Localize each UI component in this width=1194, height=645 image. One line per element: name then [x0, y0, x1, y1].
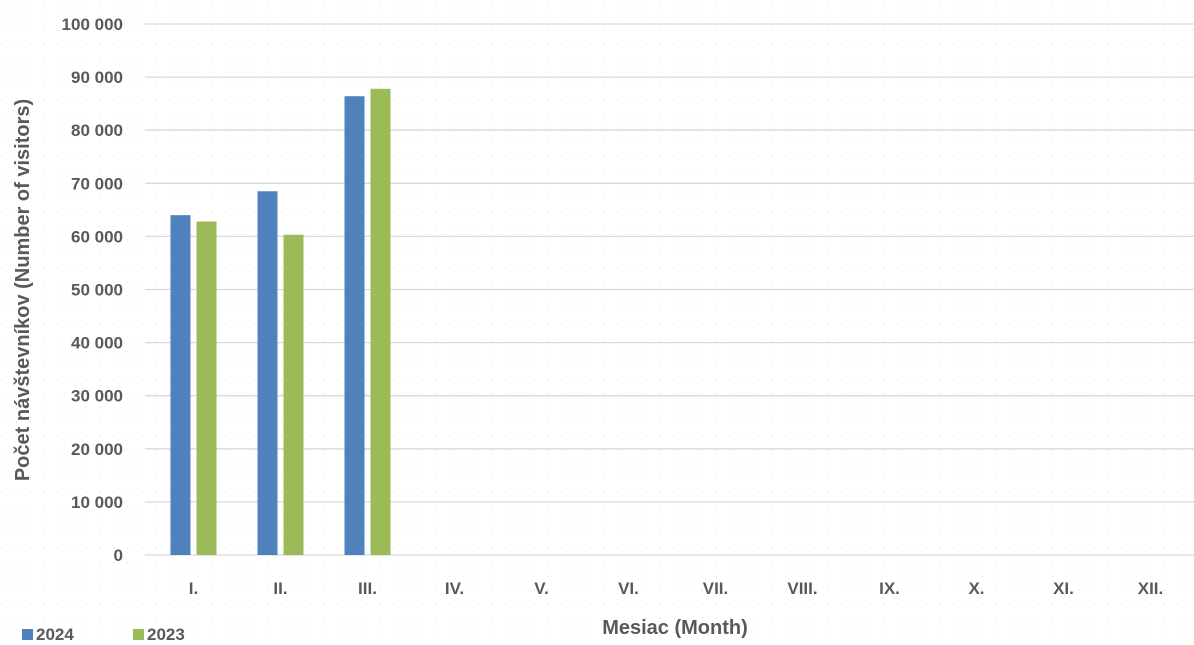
- x-tick-label: V.: [534, 579, 549, 598]
- x-tick-label: VI.: [618, 579, 639, 598]
- y-tick-label: 80 000: [71, 121, 123, 140]
- bars: [170, 88, 391, 556]
- x-tick-label: I.: [189, 579, 198, 598]
- x-tick-label: IV.: [445, 579, 464, 598]
- legend-label: 2023: [147, 625, 185, 644]
- bar-2024-II: [257, 191, 278, 555]
- bar-2024-I: [170, 215, 191, 555]
- bar-2023-I: [196, 221, 217, 556]
- y-tick-label: 70 000: [71, 174, 123, 193]
- y-axis-ticks: 0 10 000 20 000 30 000 40 000 50 000 60 000 70 …: [62, 15, 123, 565]
- legend-swatch: [22, 629, 33, 640]
- y-tick-label: 40 000: [71, 334, 123, 353]
- y-tick-label: 60 000: [71, 227, 123, 246]
- legend-label: 2024: [36, 625, 74, 644]
- legend-swatch: [133, 629, 144, 640]
- bar-2024-III: [344, 96, 365, 555]
- y-tick-label: 30 000: [71, 387, 123, 406]
- x-tick-label: XI.: [1053, 579, 1074, 598]
- x-tick-label: X.: [968, 579, 984, 598]
- y-tick-label: 90 000: [71, 68, 123, 87]
- x-tick-label: VII.: [703, 579, 729, 598]
- legend: 2024 2023: [22, 625, 185, 644]
- x-tick-label: III.: [358, 579, 377, 598]
- y-tick-label: 20 000: [71, 440, 123, 459]
- y-tick-label: 100 000: [62, 15, 123, 34]
- y-tick-label: 0: [114, 546, 123, 565]
- x-axis-title: Mesiac (Month): [602, 617, 748, 639]
- bar-2023-III: [370, 88, 391, 556]
- x-tick-label: II.: [273, 579, 287, 598]
- x-tick-label: IX.: [879, 579, 900, 598]
- gridlines: [145, 23, 1194, 556]
- y-axis-title: Počet návštevníkov (Number of visitors): [12, 99, 34, 481]
- bar-2023-II: [283, 234, 304, 555]
- x-tick-label: VIII.: [787, 579, 817, 598]
- y-tick-label: 50 000: [71, 281, 123, 300]
- y-tick-label: 10 000: [71, 493, 123, 512]
- x-tick-label: XII.: [1138, 579, 1164, 598]
- x-axis-ticks: I. II. III. IV. V. VI. VII. VIII. IX. X. XI. XII.: [189, 579, 1163, 598]
